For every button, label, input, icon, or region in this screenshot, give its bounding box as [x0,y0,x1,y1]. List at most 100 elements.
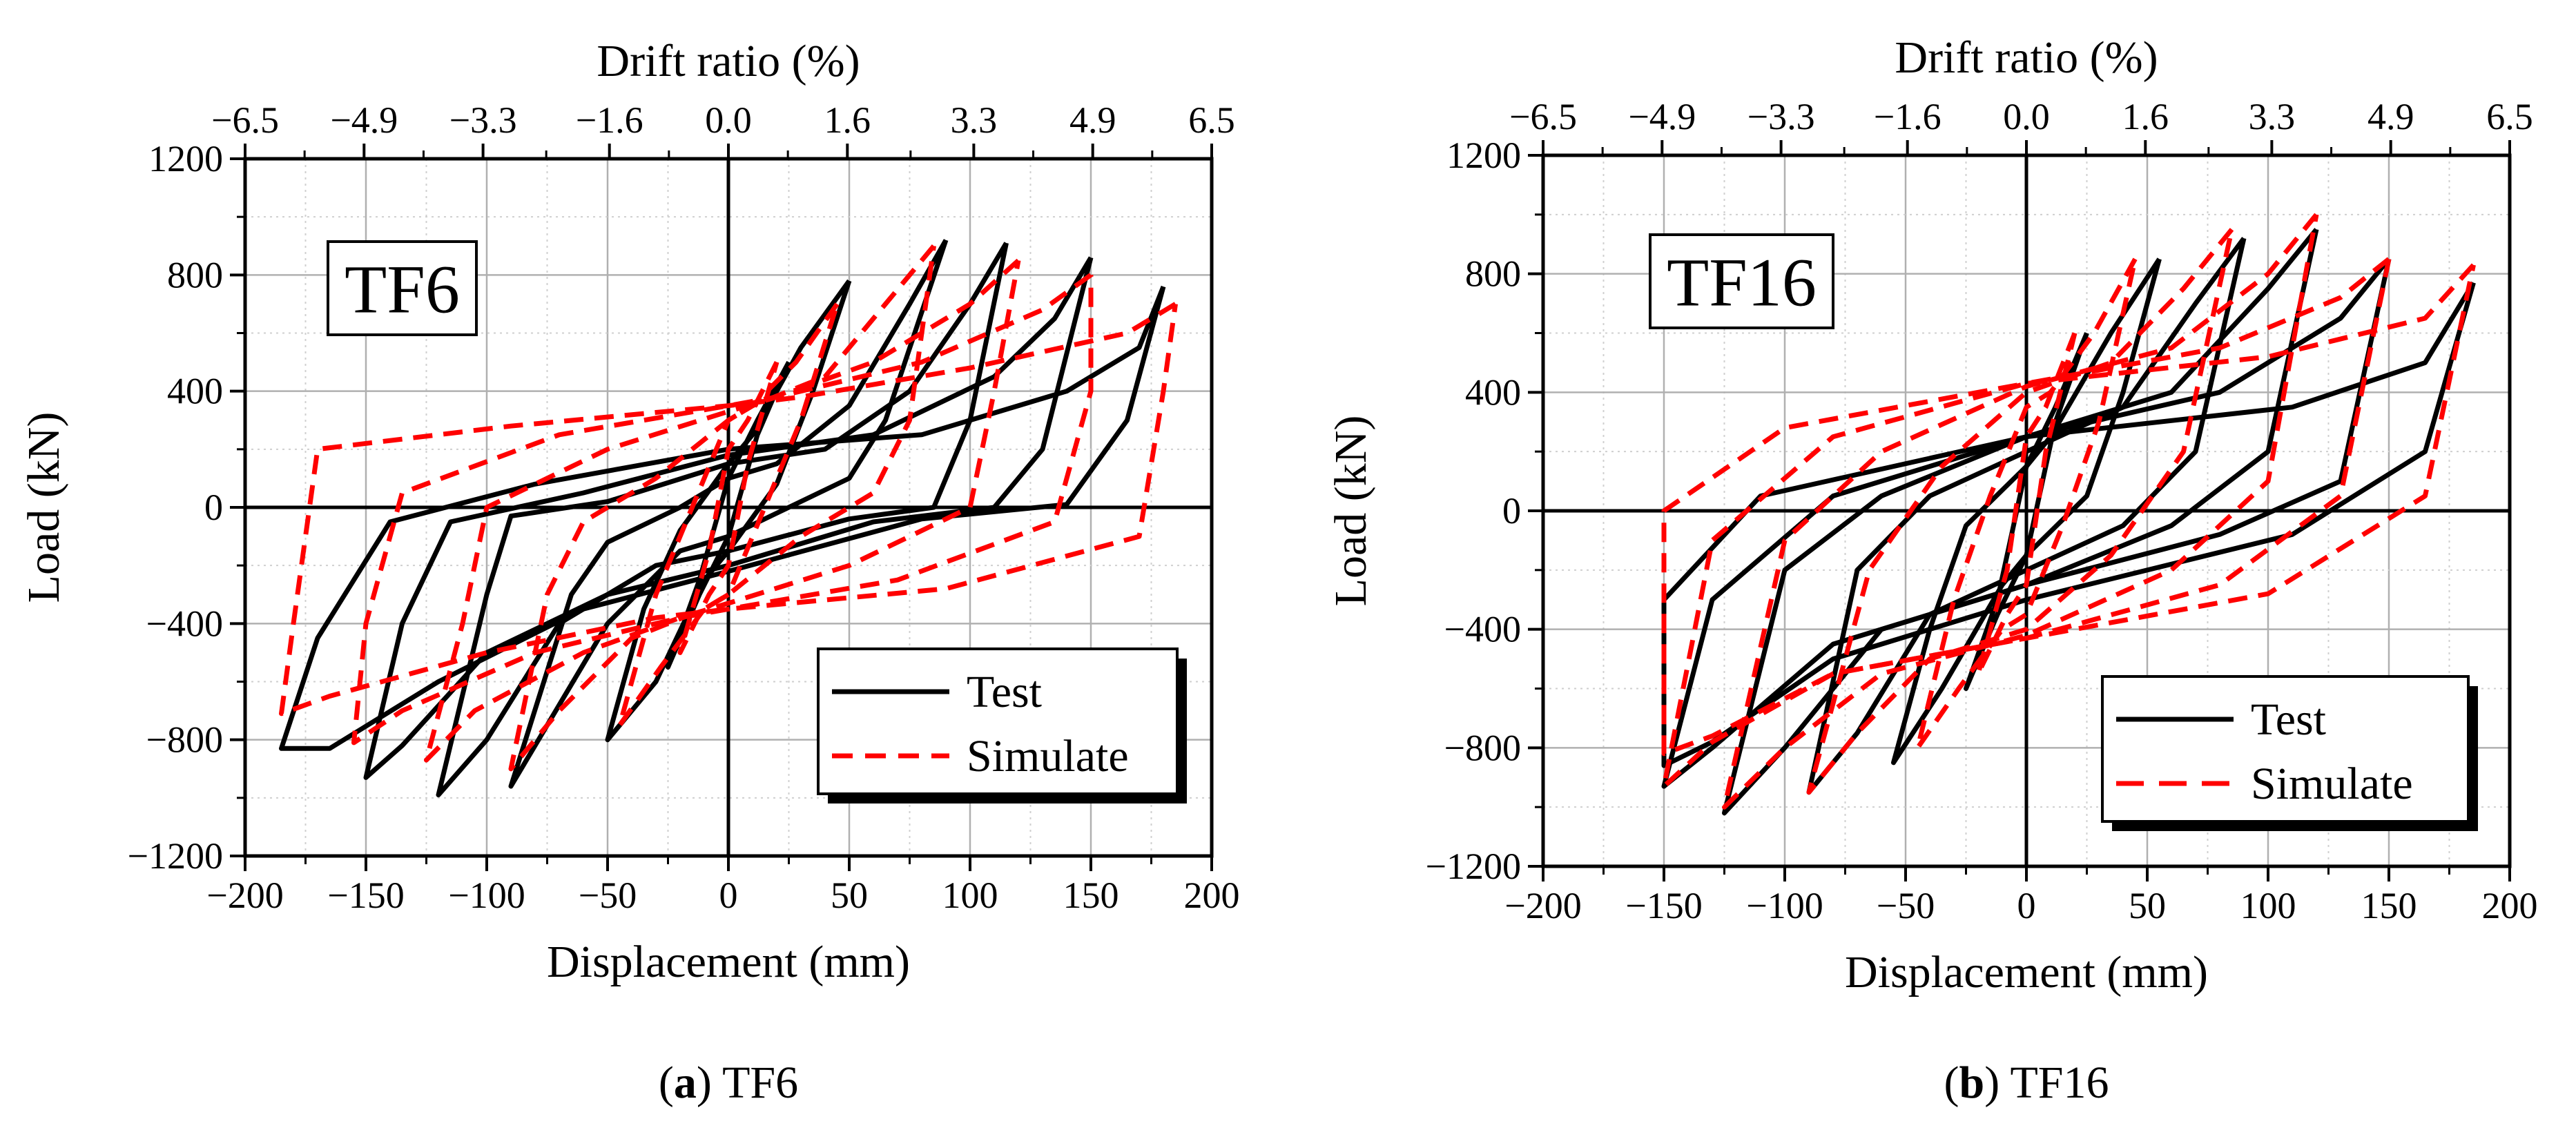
panel-b: −200 −150 −100 −50 0 50 100 150 200 −120… [1326,32,2538,1108]
x-tick-label: 0 [2017,885,2036,926]
top-tick-label: 3.3 [2249,96,2296,137]
top-tick-label: 4.9 [2367,96,2414,137]
plot-curves [1661,213,2476,816]
simulate-hysteresis-loop [1661,257,2392,789]
top-tick-label: 1.6 [824,99,871,141]
y-tick-label: −800 [1444,727,1521,768]
simulate-hysteresis-loop [677,361,779,655]
top-tick-label: 6.5 [2486,96,2533,137]
y-tick-label: 1200 [1446,135,1521,176]
top-tick-label: −3.3 [1747,96,1815,137]
x-tick-label: −150 [1625,885,1702,926]
top-tick-labels: −6.5 −4.9 −3.3 −1.6 0.0 1.6 3.3 4.9 6.5 [211,99,1235,141]
x-tick-label: −100 [1746,885,1823,926]
y-tick-label: 1200 [148,138,223,179]
y-tick-label: −400 [146,603,223,644]
simulate-hysteresis-loop [1915,257,2138,750]
top-tick-label: −4.9 [1628,96,1696,137]
top-tick-label: −3.3 [449,99,517,141]
panel-caption-text: TF6 [712,1058,798,1108]
y-axis-title: Load (kN) [1326,416,1376,607]
specimen-label: TF16 [1667,244,1817,321]
x-tick-label: 150 [1063,875,1119,916]
simulate-hysteresis-loop [1806,228,2234,795]
x-tick-label: −100 [448,875,525,916]
y-tick-label: 400 [1465,371,1521,413]
simulate-hysteresis-loop [1975,332,2078,676]
top-tick-label: 1.6 [2122,96,2169,137]
y-tick-labels: −1200 −800 −400 0 400 800 1200 [1426,135,1521,887]
top-tick-label: −1.6 [1874,96,1941,137]
x-tick-label: 150 [2361,885,2417,926]
panel-caption-text: TF16 [1999,1058,2109,1108]
x-tick-label: 50 [831,875,868,916]
simulate-hysteresis-loop [424,258,1021,763]
top-tick-label: 4.9 [1069,99,1116,141]
top-axis-title: Drift ratio (%) [597,36,860,86]
x-tick-label: 50 [2129,885,2166,926]
y-tick-label: 0 [1502,490,1521,532]
zero-axis-lines [1543,155,2510,866]
y-tick-label: −1200 [1426,846,1521,887]
test-hysteresis-loop [279,285,1166,751]
specimen-label: TF6 [345,251,460,328]
top-tick-labels: −6.5 −4.9 −3.3 −1.6 0.0 1.6 3.3 4.9 6.5 [1509,96,2533,137]
y-tick-labels: −1200 −800 −400 0 400 800 1200 [128,138,223,877]
x-tick-label: −50 [1877,885,1935,926]
test-hysteresis-loop [436,242,1009,798]
y-tick-label: 800 [1465,253,1521,295]
specimen-label-box: TF6 [327,240,478,336]
x-tick-label: 100 [2240,885,2296,926]
tick-marks [1528,140,2511,881]
y-tick-label: −800 [146,719,223,761]
panel-letter: a [674,1058,697,1108]
test-hysteresis-loop [1661,257,2392,789]
panel-caption: (b) TF16 [1944,1058,2109,1108]
top-tick-label: 6.5 [1188,99,1235,141]
y-tick-label: −1200 [128,835,223,877]
legend-label-simulate: Simulate [2251,759,2413,809]
x-tick-label: 200 [2482,885,2538,926]
top-tick-label: 0.0 [2003,96,2050,137]
top-tick-label: 0.0 [705,99,752,141]
test-hysteresis-loop [363,256,1094,780]
series-simulate [279,244,1178,772]
legend-label-simulate: Simulate [967,731,1129,781]
x-axis-title: Displacement (mm) [1845,947,2208,997]
panel-caption: (a) TF6 [659,1058,798,1108]
panel-a: −200 −150 −100 −50 0 50 100 150 200 −120… [19,36,1240,1108]
x-tick-labels: −200 −150 −100 −50 0 50 100 150 200 [1504,885,2537,926]
top-axis-title: Drift ratio (%) [1895,32,2158,83]
top-tick-label: 3.3 [951,99,998,141]
x-axis-title: Displacement (mm) [547,937,910,987]
x-tick-label: −200 [1504,885,1581,926]
specimen-label-box: TF16 [1649,233,1834,329]
y-tick-label: 800 [167,254,223,295]
x-tick-label: −50 [579,875,637,916]
legend: Test Simulate [2101,675,2478,831]
y-tick-label: −400 [1444,609,1521,650]
plot-curves [279,239,1178,798]
legend-label-test: Test [967,667,1042,717]
top-tick-label: −6.5 [1509,96,1577,137]
y-axis-title: Load (kN) [19,412,69,603]
top-tick-label: −1.6 [576,99,643,141]
x-tick-label: −200 [206,875,283,916]
simulate-hysteresis-loop [351,273,1094,746]
series-test [279,239,1166,798]
y-tick-label: 0 [204,487,223,528]
x-tick-label: −150 [327,875,404,916]
top-tick-label: −6.5 [211,99,279,141]
panel-letter: b [1959,1058,1984,1108]
legend-label-test: Test [2251,694,2326,745]
tick-marks [230,144,1213,871]
series-simulate [1661,213,2476,810]
simulate-hysteresis-loop [279,302,1178,717]
simulate-hysteresis-loop [1661,263,2476,757]
x-tick-label: 200 [1184,875,1240,916]
top-tick-label: −4.9 [330,99,398,141]
x-tick-labels: −200 −150 −100 −50 0 50 100 150 200 [206,875,1239,916]
test-hysteresis-loop [1722,228,2319,816]
simulate-hysteresis-loop [1722,213,2319,810]
